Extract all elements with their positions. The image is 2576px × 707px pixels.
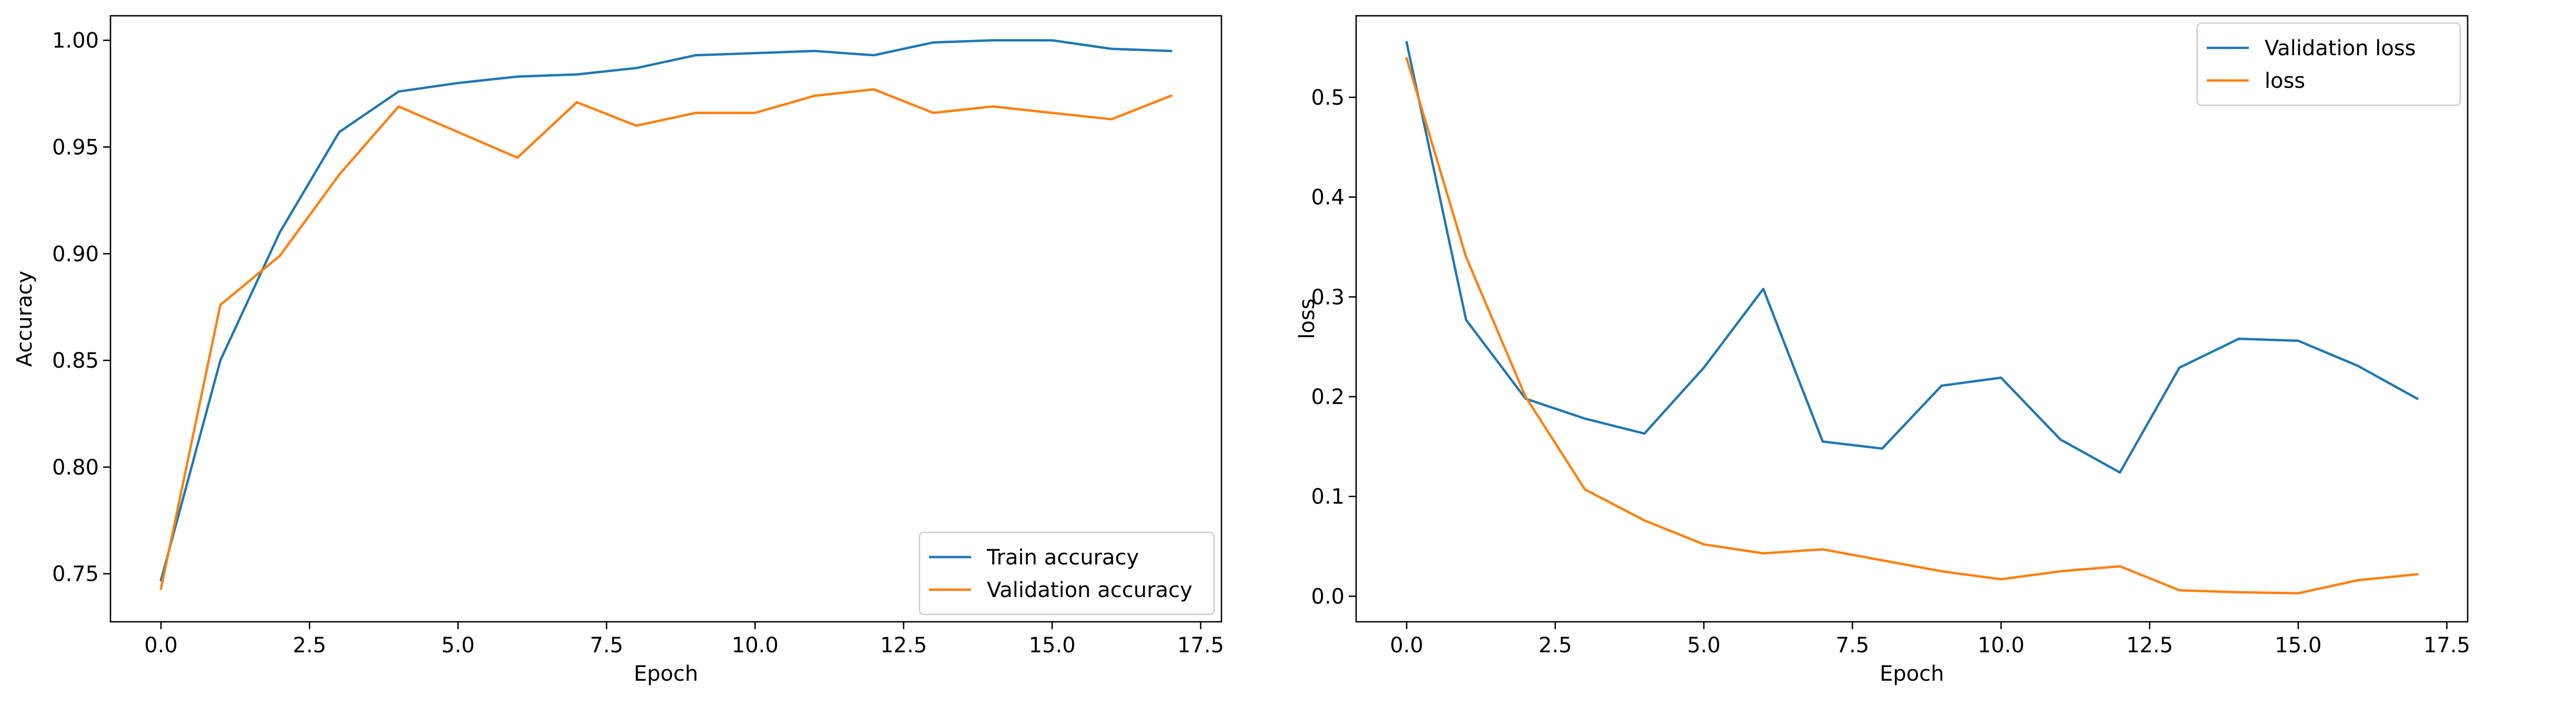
- x-tick-label: 0.0: [144, 633, 178, 658]
- x-tick-label: 5.0: [1687, 633, 1721, 658]
- y-axis-label: loss: [1295, 298, 1319, 339]
- y-tick-label: 0.80: [52, 456, 99, 480]
- legend-box: [918, 531, 1215, 615]
- y-tick-label: 0.90: [52, 242, 99, 266]
- series-line-2: [1405, 57, 2419, 594]
- series-line-1: [1405, 41, 2419, 474]
- y-tick-label: 0.75: [52, 562, 99, 587]
- series-line-2: [159, 88, 1173, 590]
- x-tick-label: 12.5: [880, 633, 927, 658]
- legend-box: [2196, 22, 2461, 106]
- x-tick-label: 15.0: [1029, 633, 1076, 658]
- x-tick-label: 0.0: [1390, 633, 1423, 658]
- x-tick-label: 10.0: [1977, 633, 2024, 658]
- legend-label-1: Validation loss: [2265, 36, 2416, 60]
- loss-chart: 0.0 2.5 5.0 7.5 10.0 12.5 15.0 17.5 0.0 0.1 0.2 0.3…: [1295, 15, 2470, 686]
- x-tick-label: 2.5: [1539, 633, 1572, 658]
- series-line-1: [159, 39, 1173, 582]
- x-tick-label: 17.5: [2423, 633, 2470, 658]
- plot-area-frame: [1355, 15, 2469, 623]
- legend-label-1: Train accuracy: [986, 546, 1139, 570]
- x-tick-label: 17.5: [1177, 633, 1224, 658]
- legend-label-2: loss: [2265, 69, 2305, 93]
- x-tick-label: 15.0: [2275, 633, 2321, 658]
- x-axis-label: Epoch: [634, 662, 698, 686]
- x-tick-label: 5.0: [441, 633, 475, 658]
- y-tick-label: 1.00: [52, 29, 99, 53]
- y-tick-label: 0.4: [1311, 186, 1345, 210]
- y-tick-label: 0.0: [1311, 584, 1345, 609]
- legend: Validation loss loss: [2196, 22, 2461, 106]
- x-tick-label: 7.5: [1836, 633, 1870, 658]
- x-tick-label: 10.0: [732, 633, 779, 658]
- x-tick-label: 2.5: [293, 633, 327, 658]
- legend-label-2: Validation accuracy: [987, 578, 1193, 602]
- x-tick-label: 12.5: [2126, 633, 2173, 658]
- x-tick-label: 7.5: [590, 633, 623, 658]
- y-tick-label: 0.5: [1311, 86, 1345, 110]
- y-tick-label: 0.3: [1311, 285, 1345, 309]
- plot-area-frame: [109, 15, 1223, 623]
- legend: Train accuracy Validation accuracy: [918, 531, 1215, 615]
- accuracy-chart: 0.0 2.5 5.0 7.5 10.0 12.5 15.0 17.5 0.75 0.80 0.85…: [13, 15, 1224, 686]
- y-axis-label: Accuracy: [13, 271, 37, 367]
- y-tick-label: 0.2: [1311, 385, 1345, 409]
- y-tick-label: 0.85: [52, 349, 99, 373]
- y-tick-label: 0.1: [1311, 485, 1345, 509]
- y-tick-label: 0.95: [52, 135, 99, 159]
- x-axis-label: Epoch: [1880, 662, 1944, 686]
